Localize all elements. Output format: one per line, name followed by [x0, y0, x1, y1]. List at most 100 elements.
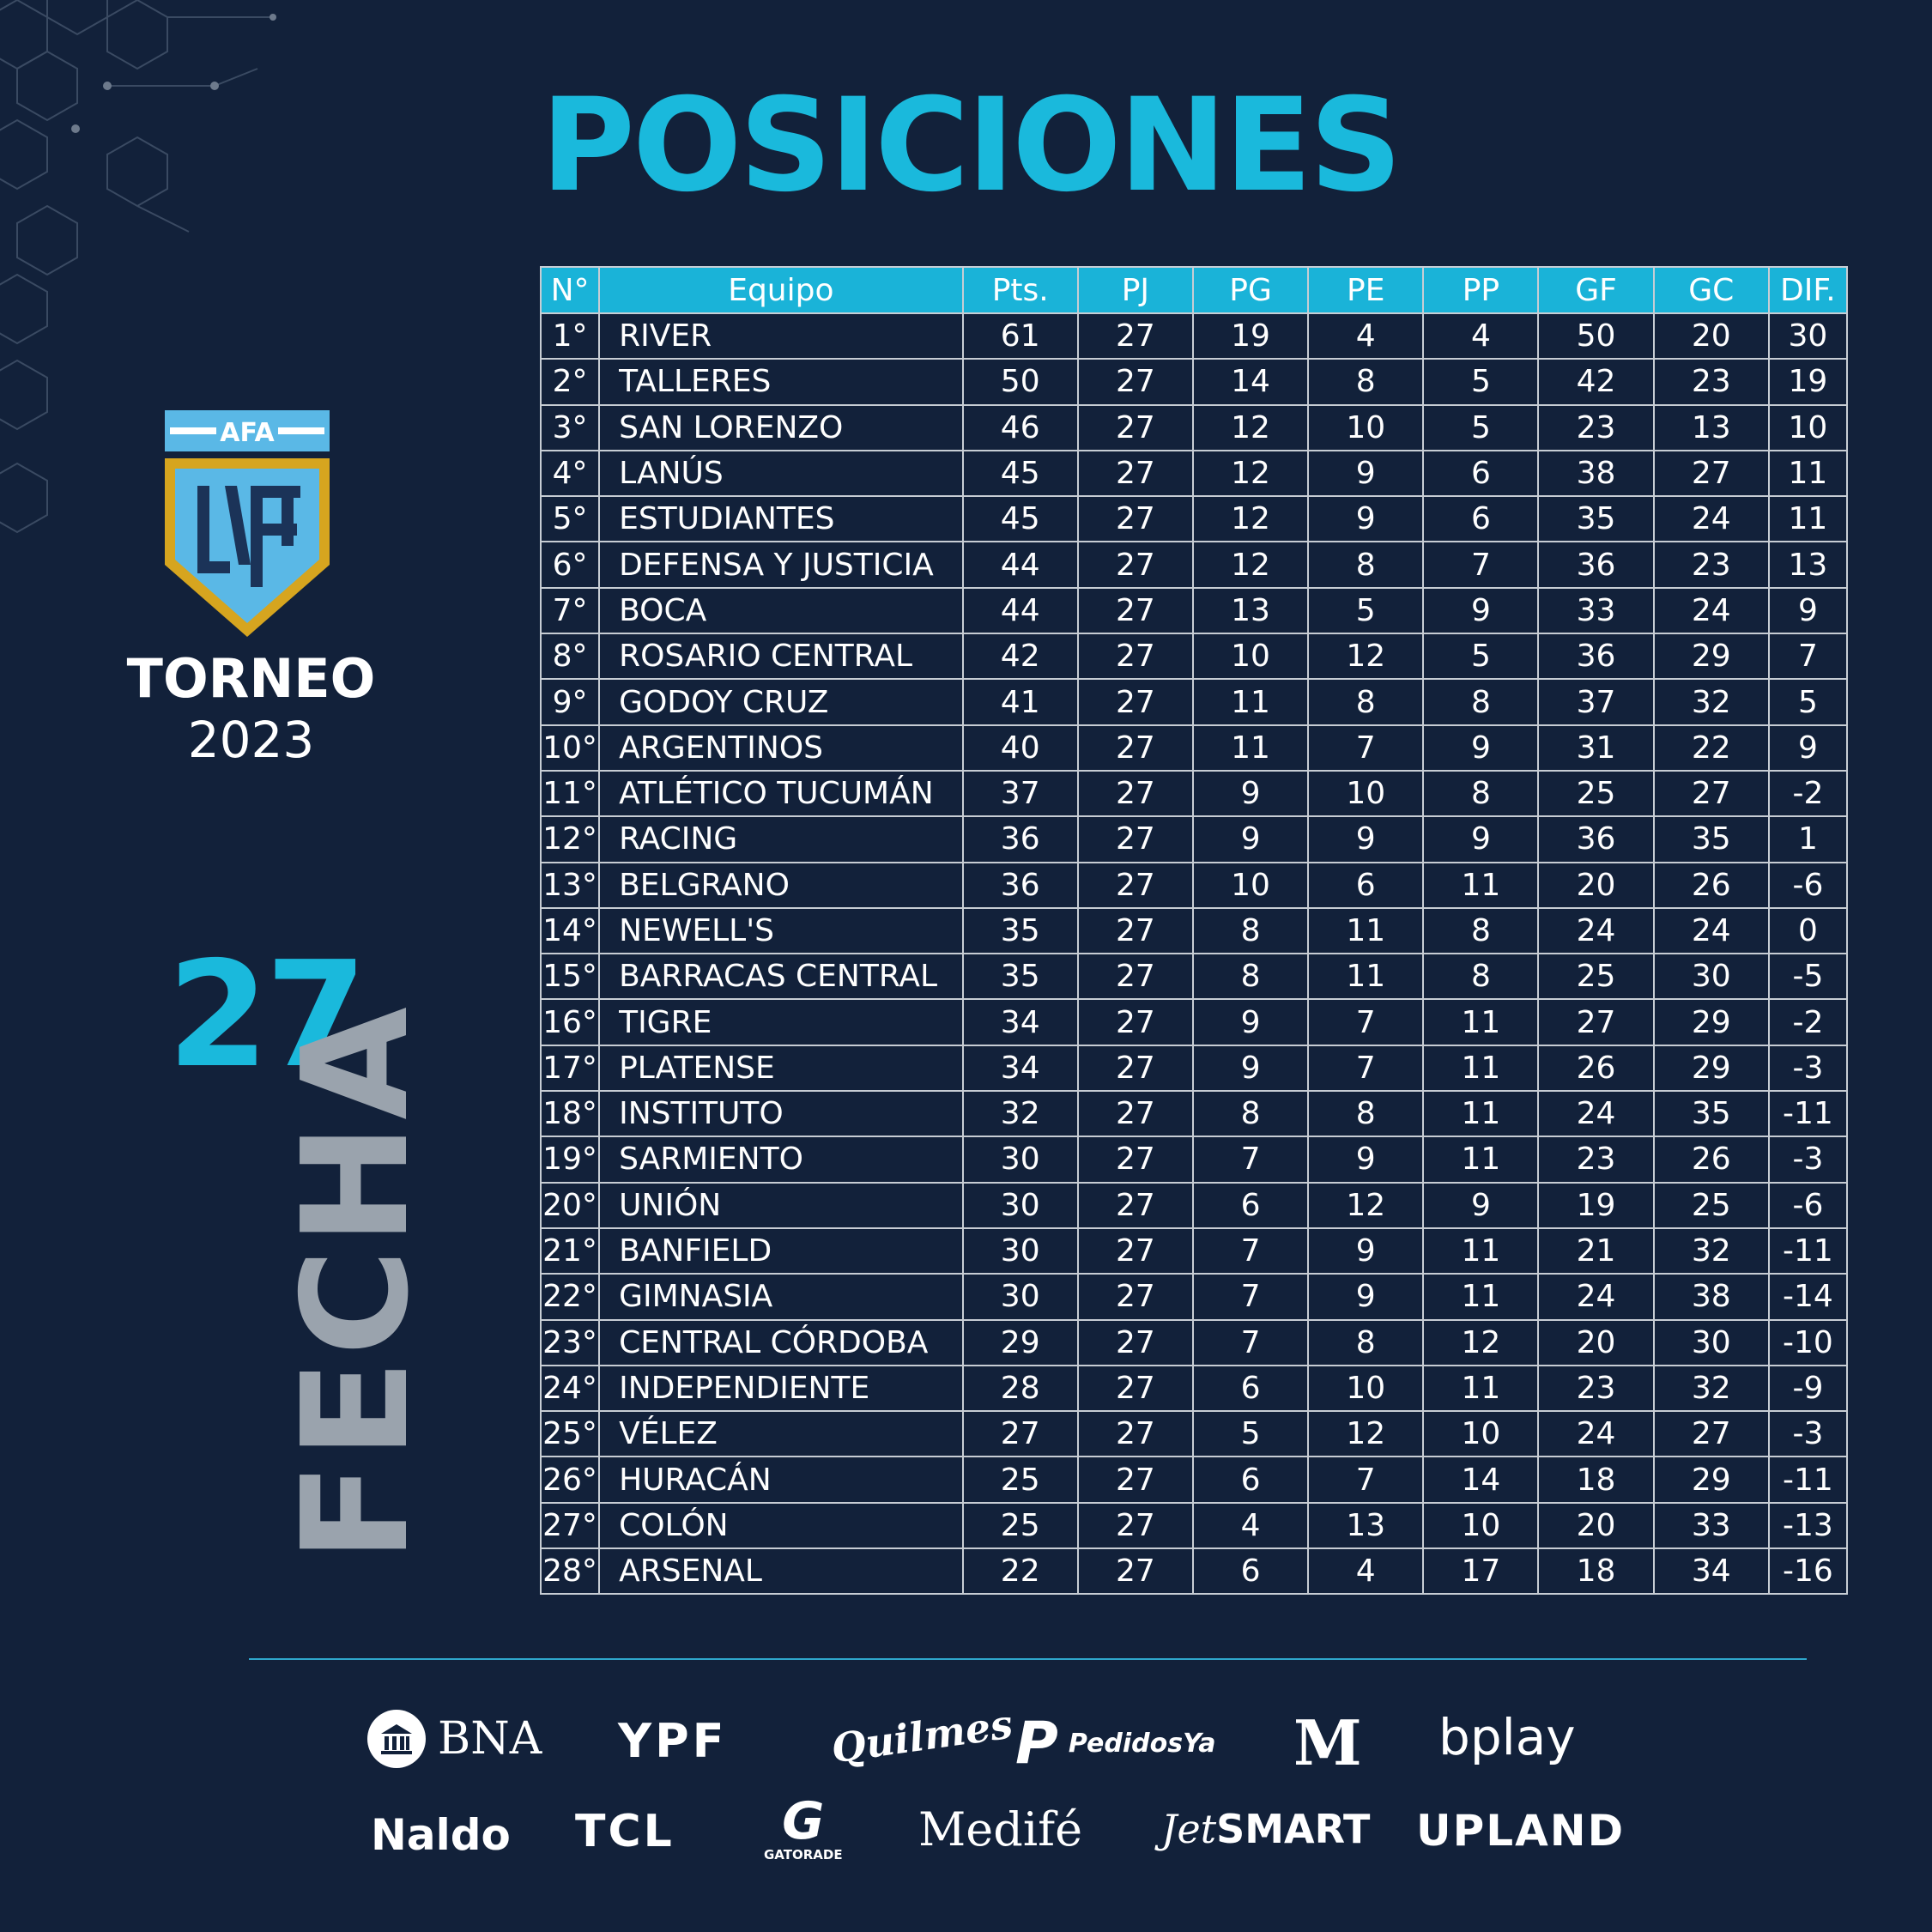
cell-position: 16°	[539, 998, 601, 1046]
cell-drawn: 9	[1307, 495, 1425, 543]
sponsor-pedidosya: P PedidosYa	[1015, 1715, 1215, 1773]
sponsor-gatorade: G GATORADE	[764, 1796, 843, 1862]
table-row: 15° BARRACAS CENTRAL 35 27 8 11 8 25 30 -5	[539, 953, 1849, 1001]
cell-lost: 8	[1422, 953, 1540, 1001]
cell-goal-difference: 11	[1767, 449, 1849, 498]
cell-goal-difference: 13	[1767, 541, 1849, 589]
cell-points: 61	[961, 312, 1079, 360]
cell-played: 27	[1076, 403, 1194, 451]
cell-goals-against: 35	[1652, 815, 1770, 863]
cell-position: 3°	[539, 403, 601, 451]
cell-lost: 6	[1422, 495, 1540, 543]
cell-goals-for: 24	[1537, 906, 1655, 955]
cell-position: 27°	[539, 1501, 601, 1550]
cell-lost: 9	[1422, 1181, 1540, 1229]
cell-drawn: 4	[1307, 1547, 1425, 1596]
table-row: 2° TALLERES 50 27 14 8 5 42 23 19	[539, 358, 1849, 406]
cell-team: ARGENTINOS	[598, 724, 964, 772]
cell-lost: 5	[1422, 633, 1540, 681]
cell-goals-for: 25	[1537, 769, 1655, 818]
cell-position: 24°	[539, 1364, 601, 1413]
cell-points: 34	[961, 1044, 1079, 1093]
cell-team: RIVER	[598, 312, 964, 360]
cell-lost: 11	[1422, 1364, 1540, 1413]
cell-points: 45	[961, 449, 1079, 498]
cell-won: 7	[1191, 1318, 1310, 1366]
cell-lost: 8	[1422, 678, 1540, 726]
cell-team: CENTRAL CÓRDOBA	[598, 1318, 964, 1366]
cell-lost: 11	[1422, 861, 1540, 909]
cell-points: 30	[961, 1181, 1079, 1229]
cell-won: 8	[1191, 953, 1310, 1001]
cell-goal-difference: 10	[1767, 403, 1849, 451]
cell-goal-difference: 19	[1767, 358, 1849, 406]
cell-goals-for: 20	[1537, 1501, 1655, 1550]
cell-team: BANFIELD	[598, 1226, 964, 1275]
cell-goals-against: 20	[1652, 312, 1770, 360]
cell-team: ROSARIO CENTRAL	[598, 633, 964, 681]
cell-points: 34	[961, 998, 1079, 1046]
sponsor-bplay: bplay	[1438, 1708, 1576, 1766]
cell-team: ATLÉTICO TUCUMÁN	[598, 769, 964, 818]
cell-goals-for: 23	[1537, 1136, 1655, 1184]
table-row: 9° GODOY CRUZ 41 27 11 8 8 37 32 5	[539, 678, 1849, 726]
cell-played: 27	[1076, 769, 1194, 818]
cell-won: 11	[1191, 678, 1310, 726]
cell-position: 21°	[539, 1226, 601, 1275]
cell-played: 27	[1076, 1273, 1194, 1321]
header-drawn: PE	[1307, 266, 1425, 314]
table-row: 25° VÉLEZ 27 27 5 12 10 24 27 -3	[539, 1410, 1849, 1458]
cell-goals-for: 24	[1537, 1090, 1655, 1138]
cell-position: 22°	[539, 1273, 601, 1321]
cell-position: 8°	[539, 633, 601, 681]
torneo-year: 2023	[187, 711, 315, 769]
cell-played: 27	[1076, 998, 1194, 1046]
cell-lost: 10	[1422, 1410, 1540, 1458]
cell-drawn: 11	[1307, 906, 1425, 955]
header-goal-difference: DIF.	[1767, 266, 1849, 314]
cell-goals-for: 21	[1537, 1226, 1655, 1275]
cell-team: TALLERES	[598, 358, 964, 406]
cell-goals-for: 18	[1537, 1456, 1655, 1504]
cell-played: 27	[1076, 1136, 1194, 1184]
cell-lost: 7	[1422, 541, 1540, 589]
cell-team: HURACÁN	[598, 1456, 964, 1504]
header-lost: PP	[1422, 266, 1540, 314]
cell-points: 36	[961, 861, 1079, 909]
cell-goal-difference: -5	[1767, 953, 1849, 1001]
cell-team: INDEPENDIENTE	[598, 1364, 964, 1413]
cell-goal-difference: 0	[1767, 906, 1849, 955]
cell-drawn: 8	[1307, 678, 1425, 726]
cell-goals-for: 23	[1537, 403, 1655, 451]
cell-played: 27	[1076, 1456, 1194, 1504]
cell-lost: 14	[1422, 1456, 1540, 1504]
cell-won: 10	[1191, 633, 1310, 681]
cell-team: UNIÓN	[598, 1181, 964, 1229]
cell-position: 15°	[539, 953, 601, 1001]
cell-goal-difference: 11	[1767, 495, 1849, 543]
cell-goals-for: 38	[1537, 449, 1655, 498]
cell-won: 5	[1191, 1410, 1310, 1458]
cell-goal-difference: 9	[1767, 724, 1849, 772]
sponsor-tcl: TCL	[575, 1806, 675, 1857]
cell-won: 6	[1191, 1364, 1310, 1413]
cell-goals-for: 25	[1537, 953, 1655, 1001]
cell-goals-for: 33	[1537, 586, 1655, 635]
cell-won: 9	[1191, 769, 1310, 818]
cell-goals-against: 33	[1652, 1501, 1770, 1550]
cell-played: 27	[1076, 861, 1194, 909]
fecha-number: 27	[167, 930, 367, 1100]
cell-points: 27	[961, 1410, 1079, 1458]
sponsor-quilmes: Quilmes	[828, 1700, 1016, 1772]
cell-team: VÉLEZ	[598, 1410, 964, 1458]
cell-won: 6	[1191, 1456, 1310, 1504]
cell-goals-for: 20	[1537, 1318, 1655, 1366]
cell-position: 4°	[539, 449, 601, 498]
cell-lost: 11	[1422, 1090, 1540, 1138]
table-row: 3° SAN LORENZO 46 27 12 10 5 23 13 10	[539, 403, 1849, 451]
cell-won: 8	[1191, 906, 1310, 955]
cell-goals-for: 26	[1537, 1044, 1655, 1093]
cell-points: 35	[961, 953, 1079, 1001]
torneo-label: TORNEO	[126, 647, 376, 710]
cell-goal-difference: -3	[1767, 1410, 1849, 1458]
